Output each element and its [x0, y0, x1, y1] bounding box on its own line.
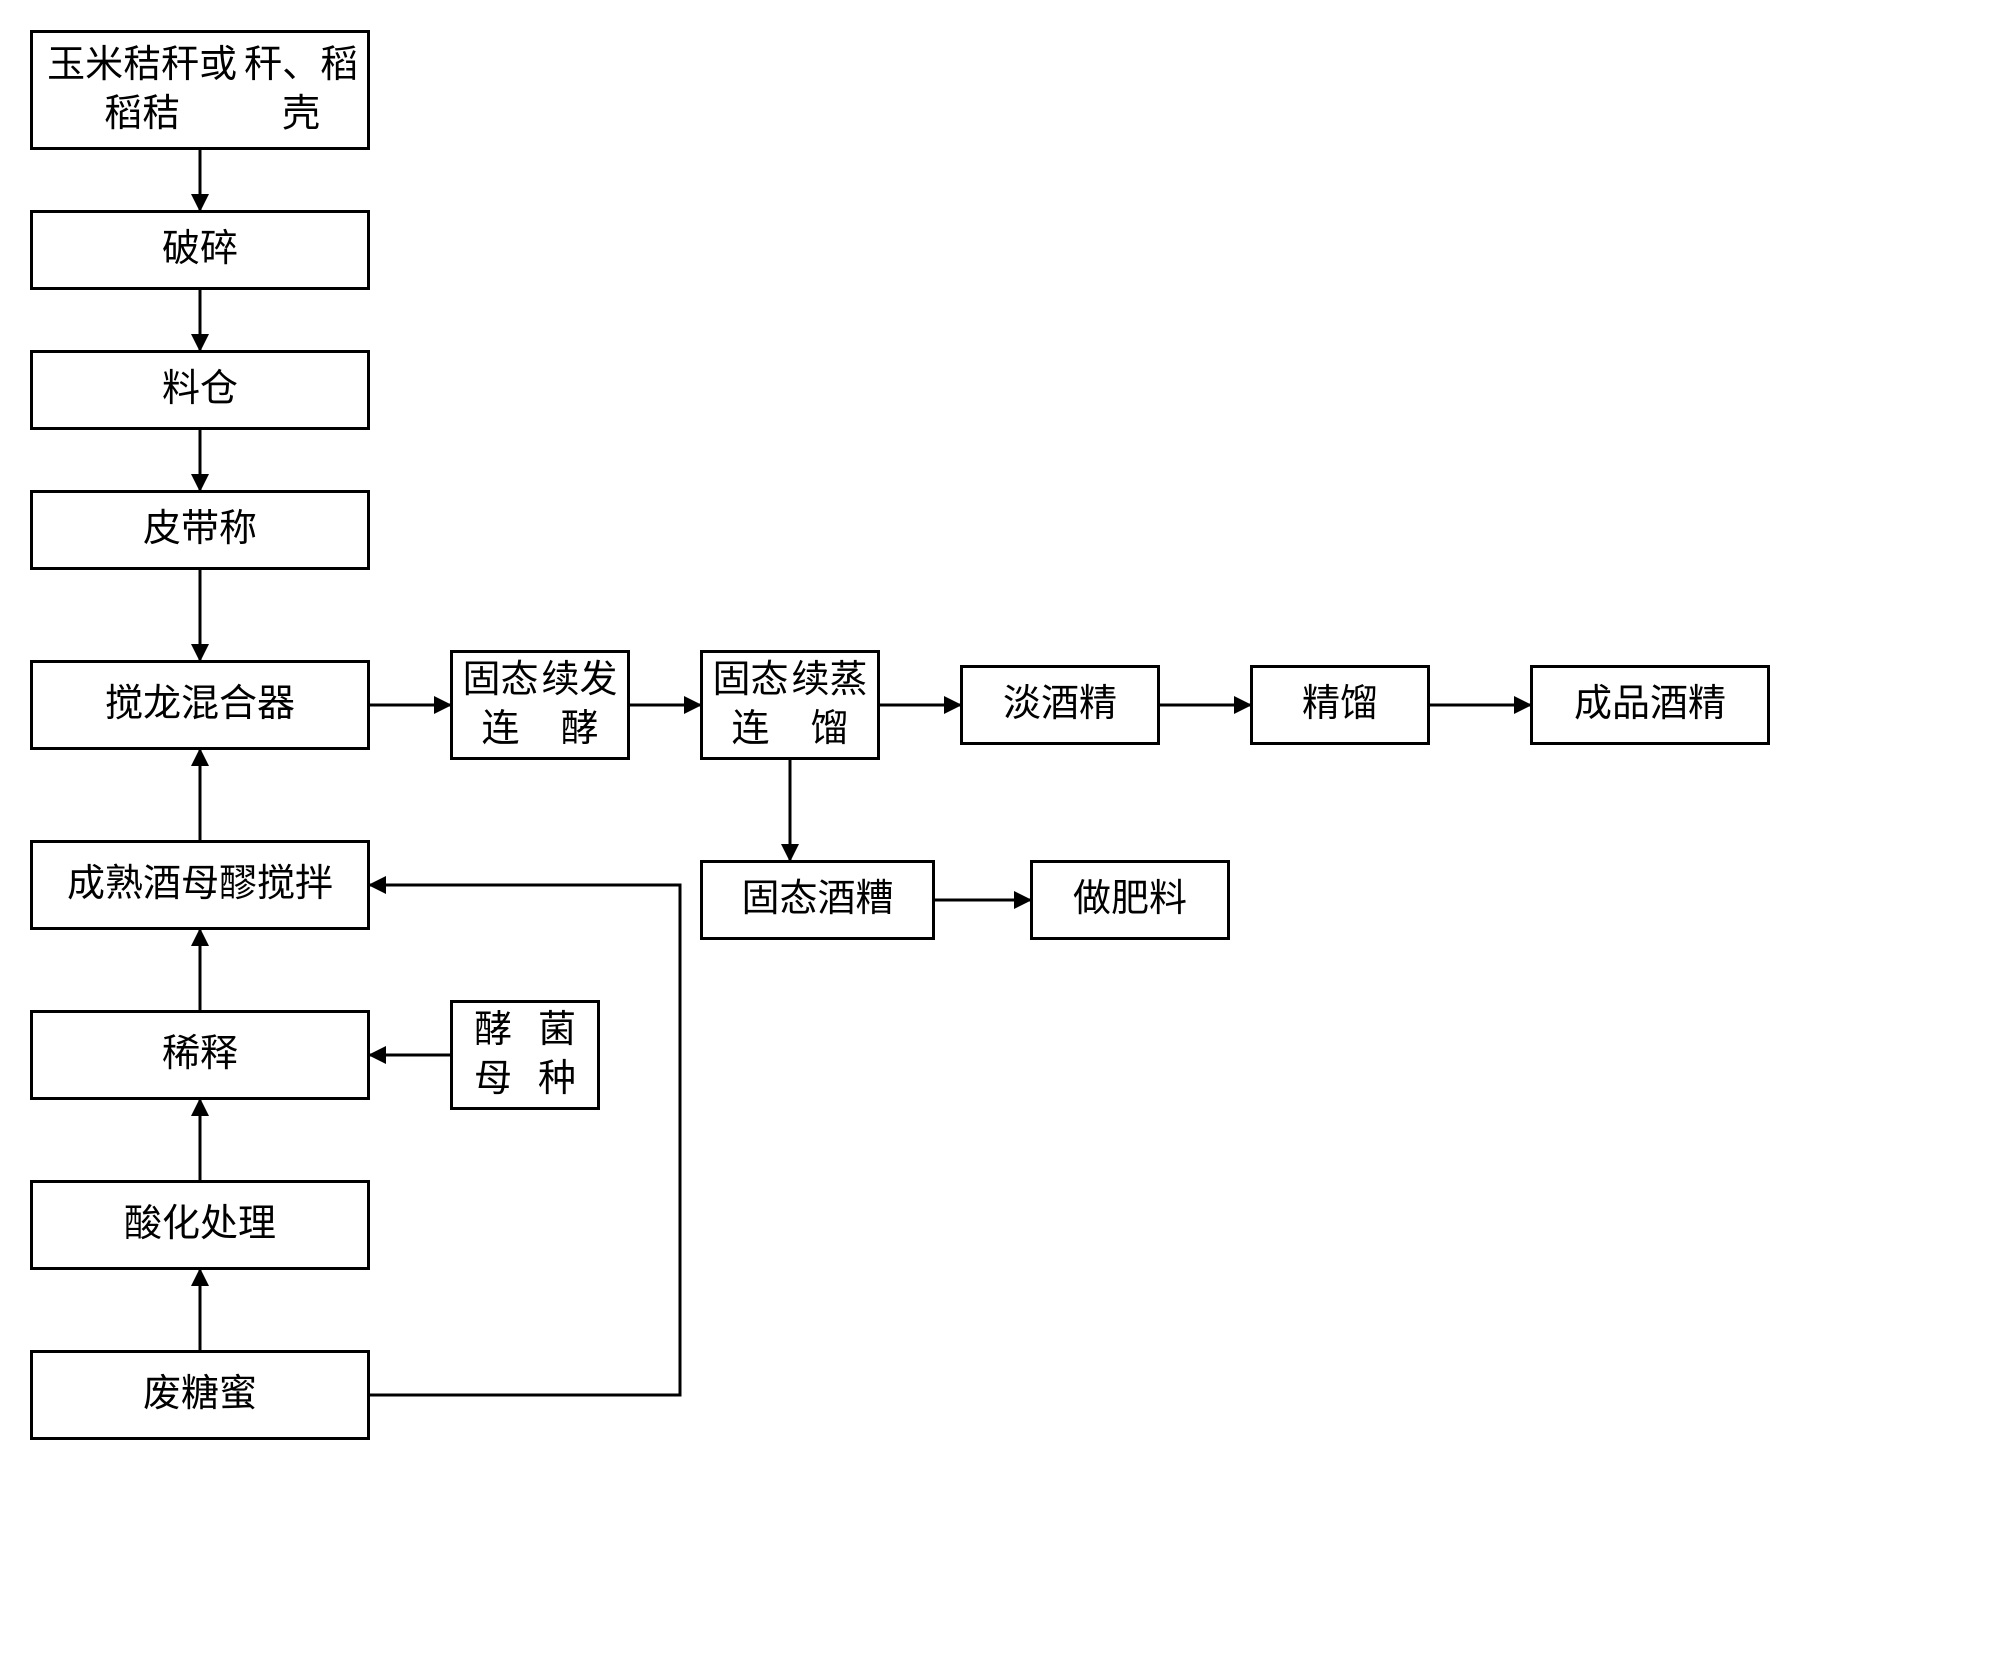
flowchart-node-n5: 搅龙混合器 — [30, 660, 370, 750]
flowchart-node-n13: 淡酒精 — [960, 665, 1160, 745]
flowchart-node-n4: 皮带称 — [30, 490, 370, 570]
flowchart-node-n3: 料仓 — [30, 350, 370, 430]
flowchart-node-n7: 稀释 — [30, 1010, 370, 1100]
flowchart-node-n14: 精馏 — [1250, 665, 1430, 745]
flowchart-node-n16: 固态酒糟 — [700, 860, 935, 940]
flowchart-node-n10: 酵母菌种 — [450, 1000, 600, 1110]
flowchart-node-n1: 玉米秸秆或稻秸秆、稻壳 — [30, 30, 370, 150]
flowchart-node-n17: 做肥料 — [1030, 860, 1230, 940]
flowchart-node-n12: 固态连续蒸馏 — [700, 650, 880, 760]
flowchart-node-n8: 酸化处理 — [30, 1180, 370, 1270]
flowchart-node-n11: 固态连续发酵 — [450, 650, 630, 760]
flowchart-node-n2: 破碎 — [30, 210, 370, 290]
flowchart-node-n9: 废糖蜜 — [30, 1350, 370, 1440]
flowchart-node-n15: 成品酒精 — [1530, 665, 1770, 745]
flowchart-node-n6: 成熟酒母醪搅拌 — [30, 840, 370, 930]
flowchart-edge-n9-n6 — [370, 885, 680, 1395]
